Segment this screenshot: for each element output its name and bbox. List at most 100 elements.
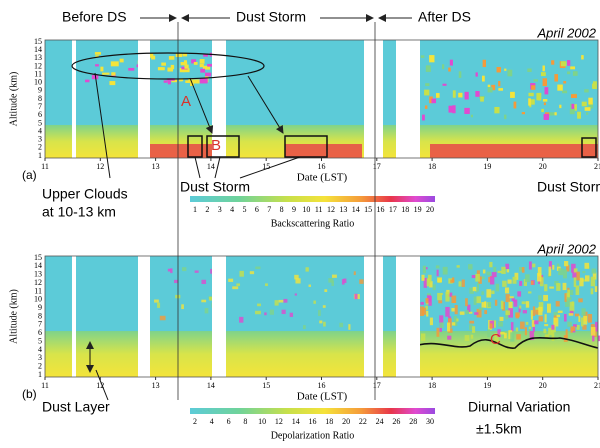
depol-speck	[499, 316, 504, 321]
depol-speck	[427, 293, 431, 296]
cloud-speck	[448, 105, 454, 113]
cloud-speck	[551, 60, 555, 65]
x-tick-label: 17	[373, 381, 381, 390]
colorbar-tick-label: 8	[243, 417, 247, 426]
cloud-speck	[496, 66, 501, 73]
data-gap	[138, 256, 150, 377]
cloud-speck	[100, 66, 104, 72]
data-gap	[212, 40, 226, 158]
depol-speck	[494, 333, 499, 343]
depol-speck	[590, 327, 596, 336]
cloud-speck	[170, 64, 175, 70]
x-tick-label: 14	[207, 381, 215, 390]
cloud-speck	[507, 69, 513, 77]
depol-speck	[565, 329, 568, 338]
cloud-speck	[449, 59, 453, 66]
cloud-speck	[541, 108, 544, 113]
depol-speck	[456, 318, 459, 322]
depol-speck	[592, 272, 597, 280]
colorbar-tick-label: 19	[414, 205, 422, 214]
cloud-speck	[542, 65, 545, 72]
depol-speck	[472, 326, 476, 333]
cloud-speck	[111, 72, 116, 76]
depol-speck	[447, 335, 452, 340]
annotation: C	[490, 331, 501, 348]
depol-speck	[446, 322, 451, 332]
cloud-speck	[540, 72, 546, 77]
depol-speck	[501, 266, 506, 274]
depol-speck	[459, 311, 465, 315]
depol-speck	[425, 267, 428, 270]
colorbar-tick-label: 17	[389, 205, 397, 214]
depol-speck	[575, 285, 580, 295]
annotation: A	[181, 93, 191, 110]
cloud-speck	[567, 71, 571, 75]
x-tick-label: 18	[428, 162, 436, 171]
depol-speck	[432, 284, 436, 291]
y-tick-label: 13	[34, 270, 42, 279]
depol-speck	[456, 265, 460, 268]
x-tick-label: 15	[262, 162, 270, 171]
depol-speck	[528, 326, 532, 329]
cloud-speck	[498, 80, 501, 87]
depol-speck	[478, 307, 483, 311]
cloud-speck	[563, 81, 567, 84]
depol-speck	[239, 270, 244, 277]
cloud-speck	[183, 68, 190, 73]
cloud-speck	[544, 87, 549, 95]
depol-speck	[493, 266, 497, 272]
depol-speck	[519, 280, 523, 286]
cloud-speck	[167, 67, 173, 72]
colorbar-tick-label: 20	[426, 205, 434, 214]
colorbar-tick-label: 16	[309, 417, 317, 426]
phase-label: Before DS	[62, 9, 127, 25]
depol-speck	[506, 269, 510, 273]
depol-speck	[557, 310, 563, 313]
y-axis-title: Altitude (km)	[8, 72, 19, 127]
y-tick-label: 4	[38, 345, 42, 354]
depol-speck	[429, 281, 433, 288]
depol-speck	[532, 322, 536, 332]
x-tick-label: 16	[318, 162, 326, 171]
cloud-speck	[185, 80, 191, 83]
depol-speck	[505, 294, 510, 303]
depol-speck	[157, 302, 161, 308]
depol-speck	[590, 276, 596, 287]
cloud-speck	[425, 65, 431, 72]
depol-speck	[518, 307, 521, 313]
depol-speck	[474, 312, 479, 315]
depol-speck	[281, 309, 286, 315]
cloud-speck	[504, 114, 507, 120]
depol-speck	[573, 277, 577, 288]
cloud-speck	[452, 90, 456, 98]
depol-speck	[551, 324, 555, 330]
panel-label: (a)	[22, 168, 37, 182]
depol-speck	[502, 301, 505, 311]
depol-speck	[513, 299, 518, 307]
depol-speck	[472, 286, 477, 292]
depol-speck	[194, 270, 199, 273]
cloud-speck	[482, 59, 486, 68]
depol-speck	[523, 279, 528, 286]
depol-speck	[578, 298, 583, 303]
colorbar-tick-label: 15	[364, 205, 372, 214]
colorbar-tick-label: 10	[302, 205, 310, 214]
depol-speck	[487, 302, 492, 308]
depol-speck	[551, 331, 555, 341]
cloud-speck	[513, 101, 517, 109]
depol-speck	[294, 274, 299, 280]
depol-speck	[228, 278, 234, 282]
depol-speck	[555, 301, 560, 307]
depol-speck	[544, 314, 547, 323]
depol-speck	[514, 272, 519, 280]
cloud-speck	[182, 52, 188, 57]
y-tick-label: 9	[38, 86, 42, 95]
depol-speck	[544, 284, 548, 292]
depol-speck	[482, 269, 486, 274]
depol-speck	[519, 267, 524, 272]
cloud-speck	[119, 58, 124, 63]
colorbar-tick-label: 14	[352, 205, 360, 214]
x-tick-label: 18	[428, 381, 436, 390]
depol-speck	[584, 262, 590, 269]
